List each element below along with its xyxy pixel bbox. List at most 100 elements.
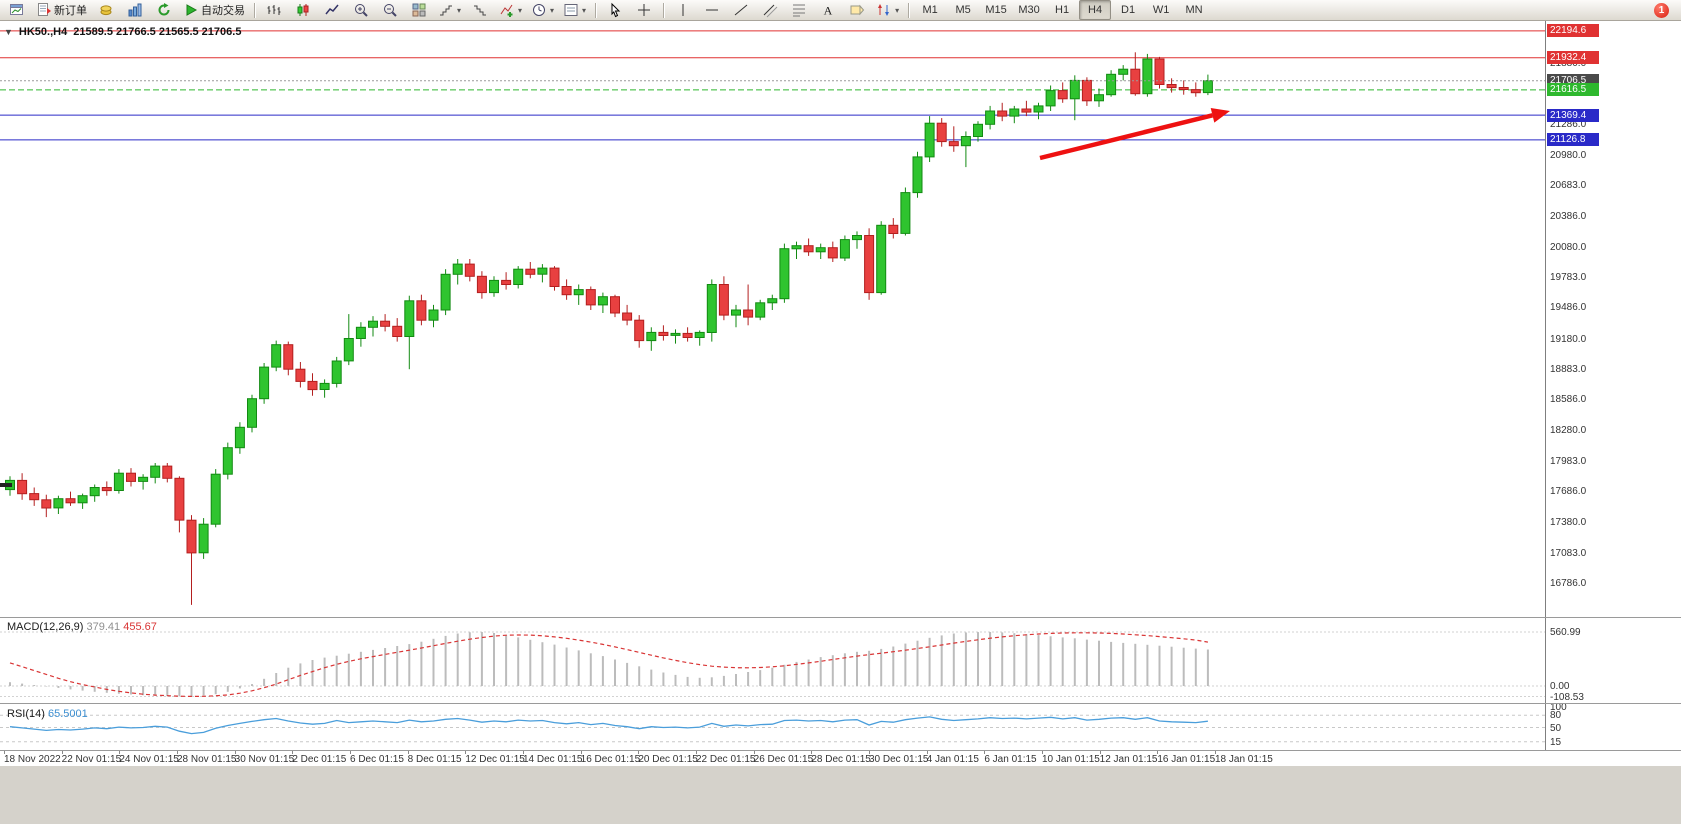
trendline-button[interactable] [727, 0, 755, 20]
price-scale[interactable]: 21880.021286.020980.020683.020386.020080… [1546, 21, 1680, 766]
time-axis-label: 6 Jan 01:15 [984, 754, 1037, 765]
time-axis-label: 8 Dec 01:15 [407, 754, 462, 765]
time-axis-label: 24 Nov 01:15 [119, 754, 179, 765]
candle-down [561, 279, 572, 300]
time-axis-label: 18 Nov 2022 [4, 754, 61, 765]
time-axis-label: 6 Dec 01:15 [350, 754, 404, 765]
candle-down [1178, 80, 1189, 95]
candle-up [138, 474, 149, 490]
periods-button[interactable]: ▾ [527, 0, 558, 20]
candle-down [610, 294, 620, 318]
price-scale-label: 18586.0 [1550, 394, 1587, 406]
price-scale-label: 19783.0 [1550, 272, 1587, 283]
candle-down [1081, 77, 1092, 106]
panel-divider-macd[interactable] [0, 617, 1681, 618]
autotrading-button[interactable]: 自动交易 [179, 0, 249, 20]
time-axis-label: 26 Dec 01:15 [753, 754, 814, 765]
time-axis-label: 20 Dec 01:15 [638, 754, 698, 765]
dropdown-caret-icon: ▾ [895, 5, 900, 15]
timeframe-m15-button[interactable]: M15 [985, 4, 1007, 16]
candle-up [343, 314, 354, 366]
timeframe-m1-button[interactable]: M1 [922, 4, 938, 16]
candle-up [404, 295, 415, 370]
cascade-button[interactable] [466, 0, 494, 20]
time-axis-tick [984, 751, 986, 754]
arrows-button[interactable]: ▾ [872, 0, 903, 20]
candle-up [876, 221, 887, 295]
time-axis-tick [119, 751, 121, 754]
macd-scale-label: 0.00 [1550, 681, 1570, 692]
candle-up [150, 463, 161, 484]
price-scale-divider[interactable] [1545, 21, 1546, 751]
templates-button[interactable]: ▾ [559, 0, 590, 20]
candle-down [174, 476, 185, 533]
price-scale-label: 19486.0 [1550, 302, 1587, 314]
timeframe-w1-button[interactable]: W1 [1152, 4, 1170, 16]
data-window-button[interactable] [121, 0, 149, 20]
candle-down [283, 341, 294, 376]
templates-icon [563, 2, 579, 18]
chart-object-anchor[interactable] [0, 483, 12, 487]
toolbar-separator [254, 2, 255, 18]
timeframe-h4-button[interactable]: H4 [1079, 0, 1112, 20]
price-badge: 22194.6 [1547, 24, 1599, 38]
timeframe-h1-button[interactable]: H1 [1055, 4, 1070, 16]
refresh-green-icon [156, 2, 172, 18]
price-scale-label: 20683.0 [1550, 180, 1587, 192]
price-scale-label: 20386.0 [1550, 210, 1587, 222]
panel-divider-rsi[interactable] [0, 703, 1681, 704]
tile-windows-button[interactable] [405, 0, 433, 20]
arrange-button[interactable]: ▾ [434, 0, 465, 20]
new-order-button[interactable]: 新订单 [32, 0, 91, 20]
candle-up [1045, 85, 1056, 111]
text-button[interactable]: A [814, 0, 842, 20]
bar-chart-button[interactable] [260, 0, 288, 20]
price-scale-label: 16786.0 [1550, 577, 1587, 589]
candle-up [537, 264, 548, 283]
candlestick-chart-button[interactable] [289, 0, 317, 20]
rsi-panel[interactable] [0, 705, 1545, 750]
time-axis-tick [292, 751, 294, 754]
indicators-button[interactable]: ▾ [495, 0, 526, 20]
timeframe-m5-button[interactable]: M5 [955, 4, 971, 16]
zoom-out-button[interactable] [376, 0, 404, 20]
price-scale-label: 20080.0 [1550, 241, 1587, 253]
candle-down [126, 468, 136, 487]
trend-arrow-object[interactable] [1039, 108, 1230, 161]
dropdown-caret-icon: ▾ [518, 5, 523, 15]
price-chart[interactable] [0, 21, 1545, 617]
zoom-in-button[interactable] [347, 0, 375, 20]
time-axis-tick [638, 751, 640, 754]
candle-down [476, 271, 487, 299]
time-axis[interactable]: 18 Nov 2022 22 Nov 01:15 24 Nov 01:15 28 No… [0, 751, 1681, 767]
timeframe-mn-button[interactable]: MN [1185, 4, 1203, 16]
vertical-line-button[interactable] [669, 0, 697, 20]
label-button[interactable] [843, 0, 871, 20]
candle-up [573, 284, 584, 305]
new-chart-button[interactable] [3, 0, 31, 20]
market-watch-button[interactable] [92, 0, 120, 20]
notification-badge[interactable]: 1 [1654, 3, 1669, 18]
navigator-button[interactable] [150, 0, 178, 20]
timeframe-m30-button[interactable]: M30 [1018, 4, 1040, 16]
crosshair-button[interactable] [630, 0, 658, 20]
candle-up [706, 279, 717, 342]
fibonacci-button[interactable] [785, 0, 813, 20]
candle-down [380, 314, 391, 332]
candle-down [29, 487, 40, 506]
timeframe-d1-button[interactable]: D1 [1121, 4, 1136, 16]
candle-up [646, 327, 657, 351]
time-axis-tick [869, 751, 870, 754]
horizontal-line-button[interactable] [698, 0, 726, 20]
time-axis-tick [926, 751, 928, 754]
candle-down [464, 259, 475, 282]
cursor-button[interactable] [601, 0, 629, 20]
candle-up [1202, 74, 1213, 96]
candle-up [489, 276, 499, 297]
rsi-scale-label: 15 [1550, 736, 1562, 748]
channel-button[interactable] [756, 0, 784, 20]
macd-panel[interactable] [0, 618, 1545, 702]
one-click-trading-toggle[interactable]: ▼ [4, 27, 13, 37]
line-chart-button[interactable] [318, 0, 346, 20]
time-axis-label: 12 Dec 01:15 [465, 754, 525, 765]
